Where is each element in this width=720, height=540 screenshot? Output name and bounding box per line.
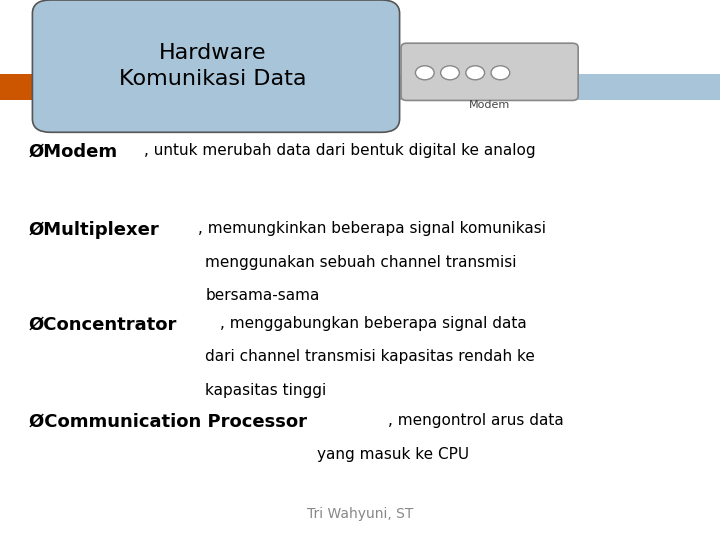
Circle shape	[441, 66, 459, 80]
Circle shape	[415, 66, 434, 80]
Text: , menggabungkan beberapa signal data: , menggabungkan beberapa signal data	[220, 316, 527, 331]
Text: , memungkinkan beberapa signal komunikasi: , memungkinkan beberapa signal komunikas…	[197, 221, 546, 237]
Text: , untuk merubah data dari bentuk digital ke analog: , untuk merubah data dari bentuk digital…	[144, 143, 536, 158]
Text: ØMultiplexer: ØMultiplexer	[29, 221, 160, 239]
Text: yang masuk ke CPU: yang masuk ke CPU	[317, 447, 469, 462]
Text: Tri Wahyuni, ST: Tri Wahyuni, ST	[307, 507, 413, 521]
Text: , mengontrol arus data: , mengontrol arus data	[387, 413, 563, 428]
Text: Hardware
Komunikasi Data: Hardware Komunikasi Data	[119, 43, 306, 89]
Polygon shape	[144, 119, 216, 131]
Text: ØCommunication Processor: ØCommunication Processor	[29, 413, 307, 431]
Text: ØConcentrator: ØConcentrator	[29, 316, 177, 334]
FancyBboxPatch shape	[155, 114, 216, 120]
FancyBboxPatch shape	[0, 74, 720, 100]
FancyBboxPatch shape	[32, 0, 400, 132]
Text: menggunakan sebuah channel transmisi: menggunakan sebuah channel transmisi	[205, 255, 517, 270]
Text: ØModem: ØModem	[29, 143, 118, 161]
Text: bersama-sama: bersama-sama	[205, 288, 320, 303]
Circle shape	[491, 66, 510, 80]
FancyBboxPatch shape	[401, 43, 578, 100]
Text: dari channel transmisi kapasitas rendah ke: dari channel transmisi kapasitas rendah …	[205, 349, 535, 364]
Circle shape	[466, 66, 485, 80]
Text: Modem: Modem	[469, 100, 510, 111]
Text: kapasitas tinggi: kapasitas tinggi	[205, 383, 326, 398]
FancyBboxPatch shape	[0, 74, 40, 100]
